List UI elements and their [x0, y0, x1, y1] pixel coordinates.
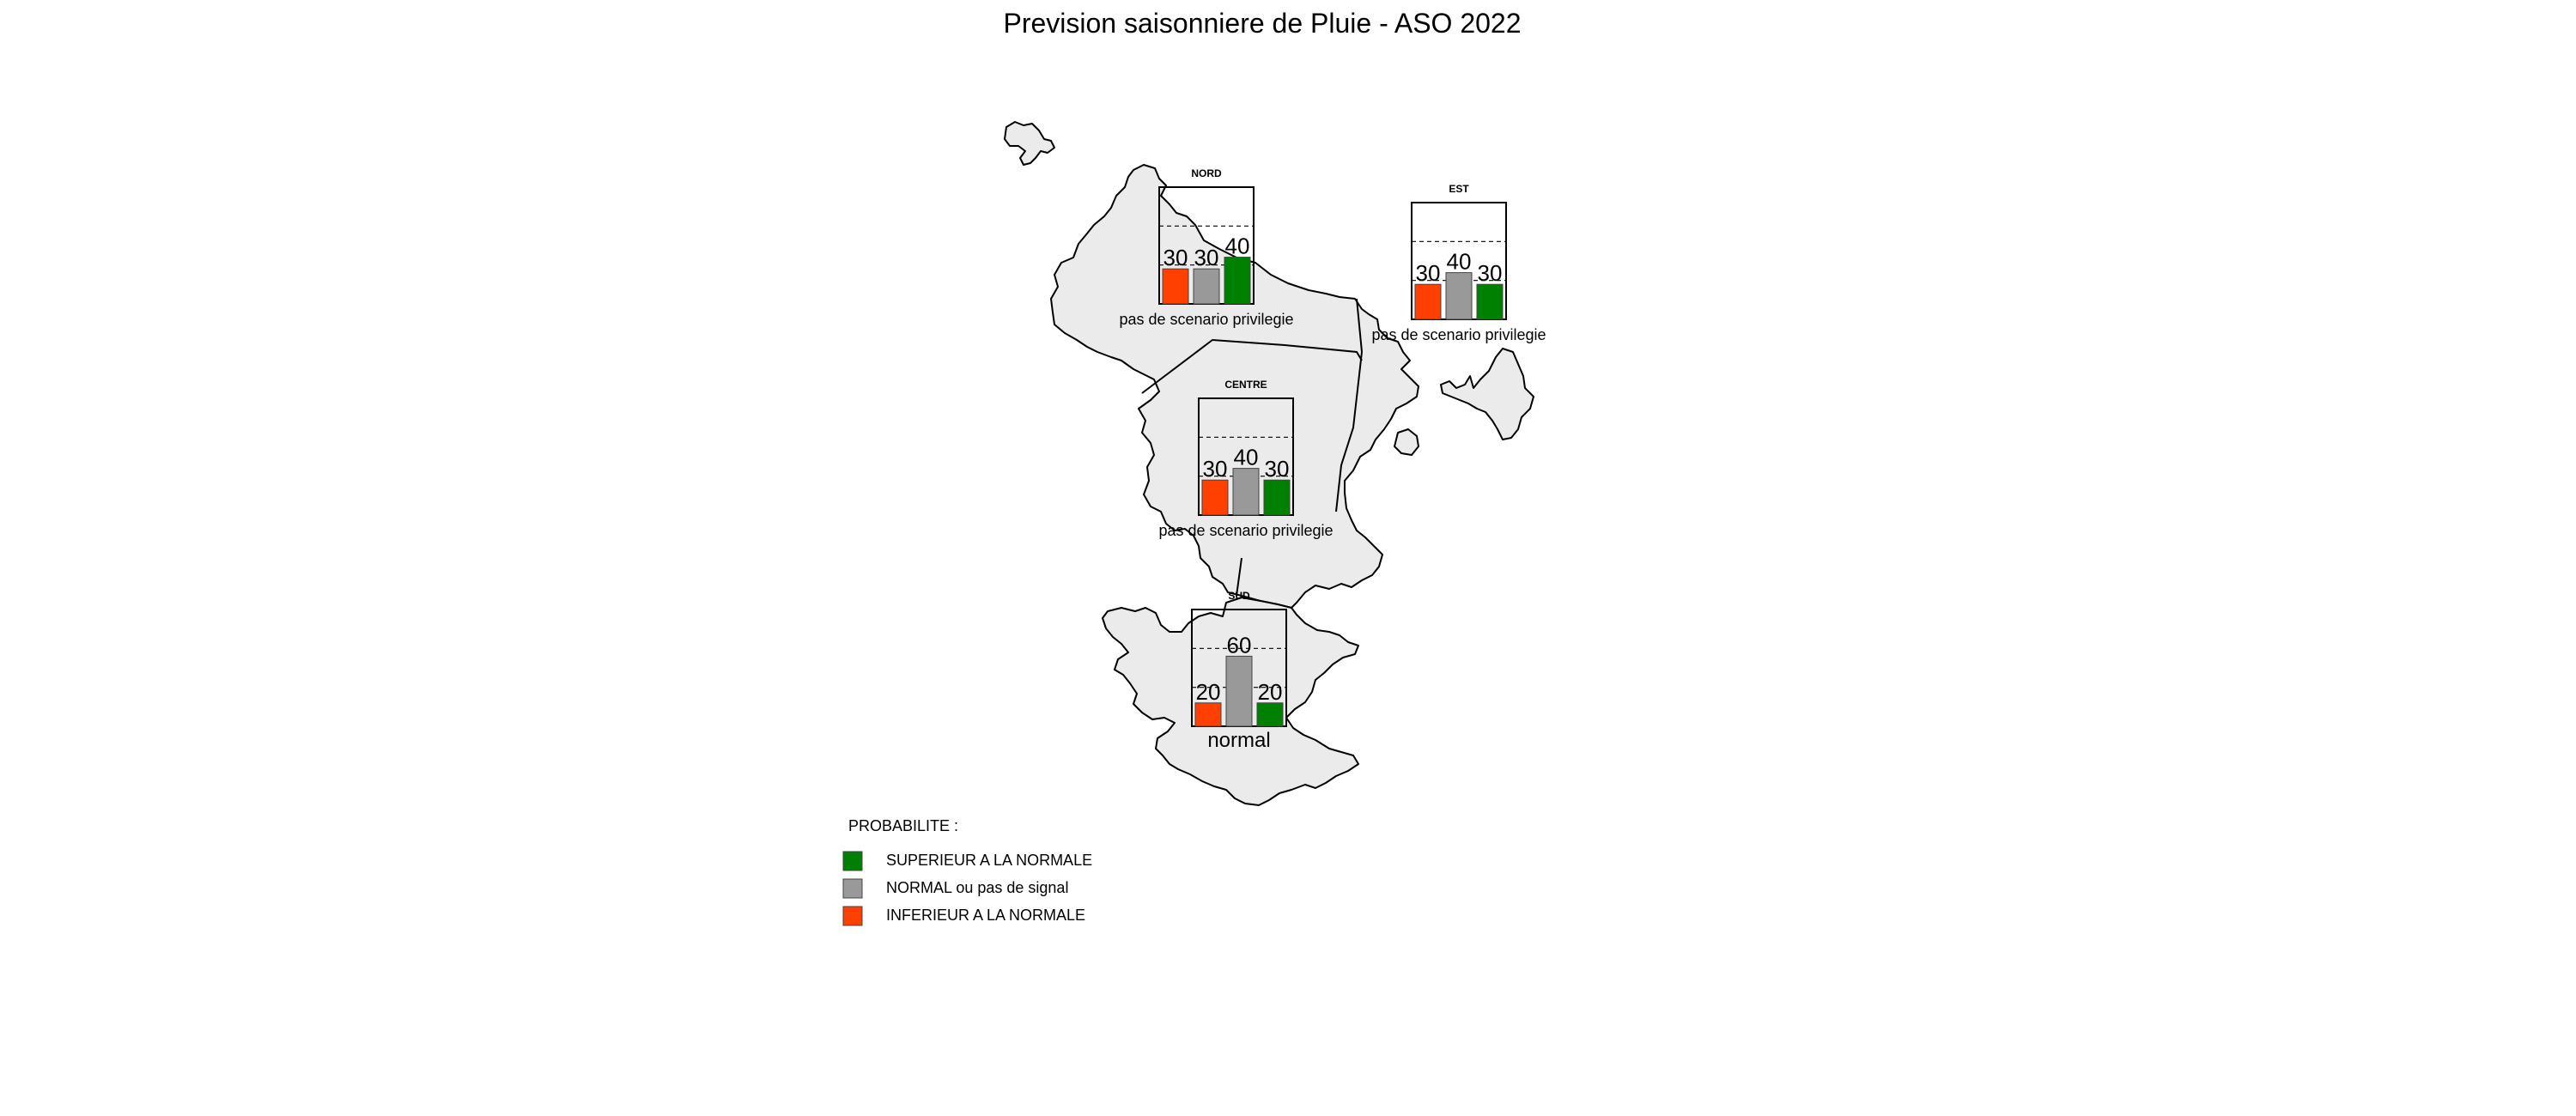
legend-title: PROBABILITE : — [848, 817, 958, 834]
bar-value-superieur: 30 — [1478, 260, 1503, 286]
page-title: Prevision saisonniere de Pluie - ASO 202… — [1003, 8, 1521, 39]
region-boundaries — [1141, 298, 1363, 597]
legend-item-superieur: SUPERIEUR A LA NORMALE — [842, 851, 1092, 871]
bar-value-normal: 60 — [1227, 632, 1252, 658]
scenario-label: pas de scenario privilegie — [1158, 522, 1333, 539]
region-name: SUD — [1228, 590, 1250, 602]
legend-label: NORMAL ou pas de signal — [886, 879, 1068, 896]
boundary-nord-est — [1356, 298, 1363, 353]
island-east — [1440, 348, 1534, 440]
scenario-label: pas de scenario privilegie — [1119, 311, 1293, 328]
boundary-nord-centre — [1141, 338, 1363, 394]
region-panel-est: EST 30 40 30 pas de scenario privilegie — [1371, 183, 1546, 343]
bar-inferieur — [1162, 268, 1189, 305]
bar-superieur — [1224, 257, 1251, 305]
islet-northwest — [1004, 121, 1055, 166]
region-name: CENTRE — [1224, 379, 1267, 391]
bar-value-inferieur: 30 — [1163, 245, 1188, 270]
bar-value-superieur: 20 — [1258, 679, 1283, 705]
bar-value-superieur: 30 — [1265, 456, 1290, 482]
bar-value-normal: 40 — [1447, 249, 1472, 275]
boundary-est-centre — [1335, 351, 1363, 513]
bar-normal — [1232, 468, 1260, 516]
bar-normal — [1225, 655, 1253, 727]
region-name: EST — [1449, 183, 1469, 195]
legend-label: INFERIEUR A LA NORMALE — [886, 907, 1085, 924]
bar-superieur — [1476, 283, 1504, 320]
legend-label: SUPERIEUR A LA NORMALE — [886, 852, 1092, 869]
boundary-centre-sud — [1236, 557, 1242, 597]
legend: PROBABILITE : SUPERIEUR A LA NORMALE NORM… — [842, 817, 1092, 926]
scenario-label: pas de scenario privilegie — [1371, 326, 1546, 343]
bar-inferieur — [1194, 702, 1222, 727]
legend-items: SUPERIEUR A LA NORMALE NORMAL ou pas de s… — [842, 851, 1092, 926]
legend-swatch — [842, 851, 863, 871]
bar-normal — [1193, 268, 1220, 305]
bar-normal — [1445, 272, 1473, 320]
region-panel-centre: CENTRE 30 40 30 pas de scenario privilegie — [1158, 379, 1333, 539]
islet-east-small — [1394, 428, 1419, 456]
bar-superieur — [1263, 479, 1291, 516]
bar-value-inferieur: 30 — [1416, 260, 1441, 286]
bar-superieur — [1256, 702, 1284, 727]
legend-swatch — [842, 906, 863, 926]
bar-inferieur — [1201, 479, 1229, 516]
bar-value-superieur: 40 — [1225, 234, 1250, 259]
legend-swatch — [842, 878, 863, 899]
island-main-north-centre — [1050, 164, 1419, 609]
region-name: NORD — [1191, 167, 1222, 179]
legend-item-normal: NORMAL ou pas de signal — [842, 878, 1068, 899]
bar-value-inferieur: 30 — [1203, 456, 1228, 482]
bar-inferieur — [1414, 283, 1442, 320]
bar-value-inferieur: 20 — [1196, 679, 1221, 705]
scenario-label: normal — [1207, 729, 1270, 752]
bar-value-normal: 40 — [1234, 445, 1259, 470]
bar-value-normal: 30 — [1194, 245, 1219, 270]
legend-item-inferieur: INFERIEUR A LA NORMALE — [842, 906, 1085, 926]
